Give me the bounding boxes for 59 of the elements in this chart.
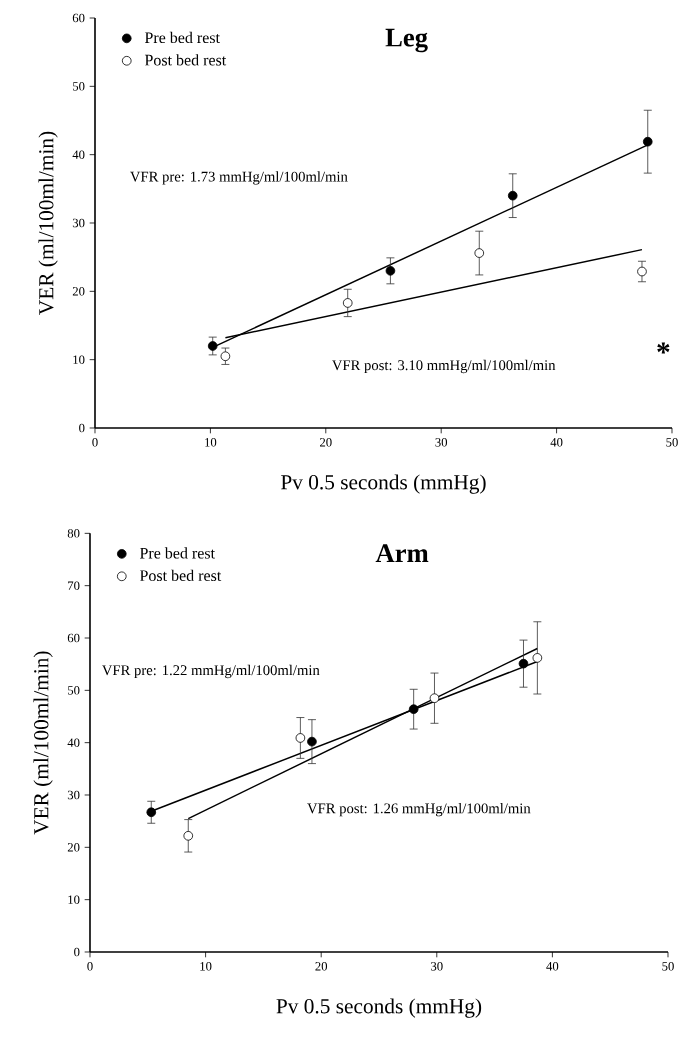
- x-tick-label: 20: [315, 962, 328, 971]
- chart-title: Leg: [385, 28, 428, 53]
- x-tick-label: 0: [87, 962, 93, 971]
- chart-title: Arm: [375, 544, 429, 562]
- point: [507, 190, 518, 201]
- point: [637, 266, 647, 277]
- y-tick-label: 0: [79, 423, 85, 433]
- x-tick-label: 40: [546, 962, 559, 971]
- x-tick-label: 10: [200, 962, 212, 971]
- legend-label: Pre bed rest: [144, 31, 220, 44]
- y-tick-label: 50: [68, 686, 80, 695]
- y-tick-label: 40: [67, 738, 80, 747]
- x-tick-label: 40: [550, 438, 563, 447]
- point: [220, 351, 231, 362]
- y-tick-label: 0: [74, 947, 80, 957]
- x-tick-label: 30: [431, 962, 443, 971]
- point: [146, 807, 157, 818]
- x-tick-label: 50: [662, 962, 674, 971]
- x-axis-title: Pv 0.5 seconds (mmHg): [281, 474, 486, 494]
- point: [295, 733, 306, 743]
- y-tick-label: 10: [73, 355, 85, 364]
- y-tick-label: 20: [67, 843, 80, 852]
- annotation: VFR post: 1.26 mmHg/ml/100ml/min: [307, 802, 531, 817]
- point: [474, 248, 485, 258]
- y-axis-title: VER (ml/100ml/min): [38, 131, 58, 315]
- legend-label: Post bed rest: [139, 569, 222, 581]
- point: [307, 736, 317, 747]
- y-tick-label: 30: [72, 218, 85, 228]
- point: [207, 341, 218, 351]
- annotation: *: [657, 342, 670, 354]
- point: [342, 298, 353, 308]
- x-tick-label: 0: [92, 438, 98, 447]
- y-tick-label: 30: [67, 790, 80, 800]
- y-tick-label: 10: [68, 895, 80, 904]
- point: [518, 658, 529, 669]
- point: [532, 653, 543, 663]
- y-axis-title: VER (ml/100ml/min): [33, 651, 53, 835]
- point: [642, 136, 653, 147]
- point: [385, 266, 396, 276]
- annotation: VFR pre: 1.22 mmHg/ml/100ml/min: [101, 664, 320, 679]
- y-tick-label: 40: [72, 150, 85, 159]
- y-tick-label: 20: [72, 287, 85, 296]
- point: [429, 693, 440, 703]
- legend-label: Pre bed rest: [139, 547, 215, 559]
- y-tick-label: 50: [73, 82, 85, 91]
- annotation: VFR pre: 1.73 mmHg/ml/100ml/min: [130, 171, 348, 185]
- point: [183, 831, 194, 841]
- x-tick-label: 30: [435, 438, 448, 447]
- legend-label: Post bed rest: [144, 54, 227, 66]
- x-axis-title: Pv 0.5 seconds (mmHg): [276, 998, 482, 1018]
- annotation: VFR post: 3.10 mmHg/ml/100ml/min: [332, 359, 556, 374]
- x-tick-label: 20: [320, 438, 332, 447]
- y-tick-label: 60: [72, 13, 85, 23]
- x-tick-label: 50: [666, 438, 678, 447]
- y-tick-label: 70: [68, 581, 80, 590]
- x-tick-label: 10: [205, 438, 217, 447]
- point: [408, 704, 419, 714]
- y-tick-label: 80: [67, 529, 80, 538]
- y-tick-label: 60: [67, 633, 80, 643]
